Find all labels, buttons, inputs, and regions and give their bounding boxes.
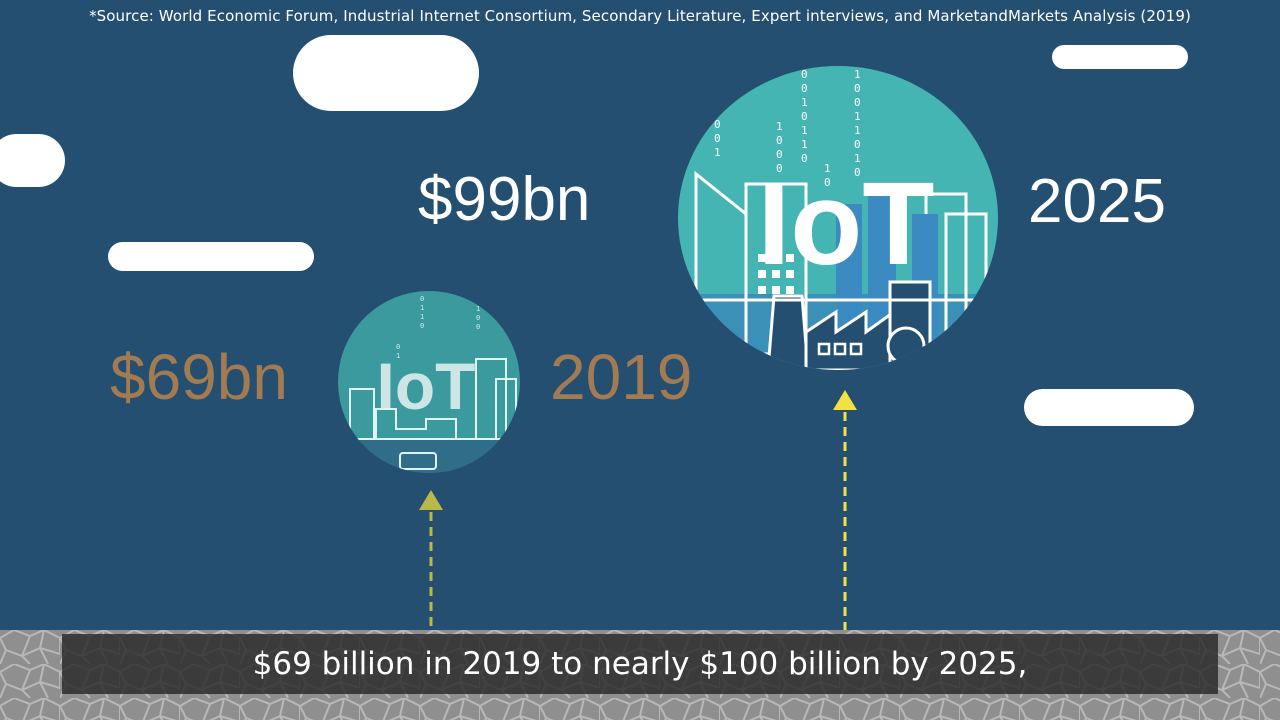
svg-text:0: 0 (824, 176, 831, 189)
source-note: *Source: World Economic Forum, Industria… (89, 7, 1191, 25)
svg-text:0: 0 (714, 118, 721, 131)
growth-arrow-2019 (419, 490, 443, 633)
svg-text:0: 0 (776, 162, 783, 175)
svg-text:1: 1 (396, 352, 400, 360)
svg-text:0: 0 (476, 323, 480, 331)
cloud (0, 134, 65, 187)
svg-text:1: 1 (854, 124, 861, 137)
svg-text:0: 0 (714, 132, 721, 145)
svg-text:1: 1 (776, 120, 783, 133)
svg-text:1: 1 (854, 110, 861, 123)
cloud (108, 242, 314, 271)
svg-text:1: 1 (420, 304, 424, 312)
svg-text:1: 1 (476, 305, 480, 313)
svg-text:0: 0 (854, 96, 861, 109)
iot-label-small: IoT (377, 349, 476, 423)
svg-text:1: 1 (801, 96, 808, 109)
svg-text:0: 0 (420, 322, 424, 330)
svg-text:1: 1 (801, 124, 808, 137)
svg-text:0: 0 (801, 152, 808, 165)
svg-text:0: 0 (854, 166, 861, 179)
growth-arrow-2025 (833, 390, 857, 633)
subtitle-caption: $69 billion in 2019 to nearly $100 billi… (252, 646, 1028, 682)
market-year-2019: 2019 (550, 341, 693, 413)
svg-text:0: 0 (420, 295, 424, 303)
svg-text:1: 1 (824, 162, 831, 175)
cloud (1024, 389, 1194, 426)
svg-text:0: 0 (801, 68, 808, 81)
caption-box: $69 billion in 2019 to nearly $100 billi… (62, 634, 1218, 694)
svg-text:0: 0 (801, 82, 808, 95)
market-value-2025: $99bn (418, 165, 591, 234)
svg-text:0: 0 (776, 148, 783, 161)
market-year-2025: 2025 (1028, 167, 1166, 236)
svg-text:0: 0 (476, 314, 480, 322)
svg-text:1: 1 (854, 68, 861, 81)
svg-text:0: 0 (854, 82, 861, 95)
svg-text:1: 1 (420, 313, 424, 321)
svg-text:1: 1 (714, 146, 721, 159)
svg-text:1: 1 (854, 152, 861, 165)
iot-label-large: IoT (758, 158, 935, 290)
market-value-2019: $69bn (110, 341, 288, 413)
svg-text:0: 0 (776, 134, 783, 147)
svg-text:1: 1 (801, 138, 808, 151)
svg-text:0: 0 (801, 110, 808, 123)
svg-text:0: 0 (854, 138, 861, 151)
cloud (293, 35, 479, 111)
svg-text:0: 0 (396, 343, 400, 351)
cloud (1052, 45, 1188, 69)
